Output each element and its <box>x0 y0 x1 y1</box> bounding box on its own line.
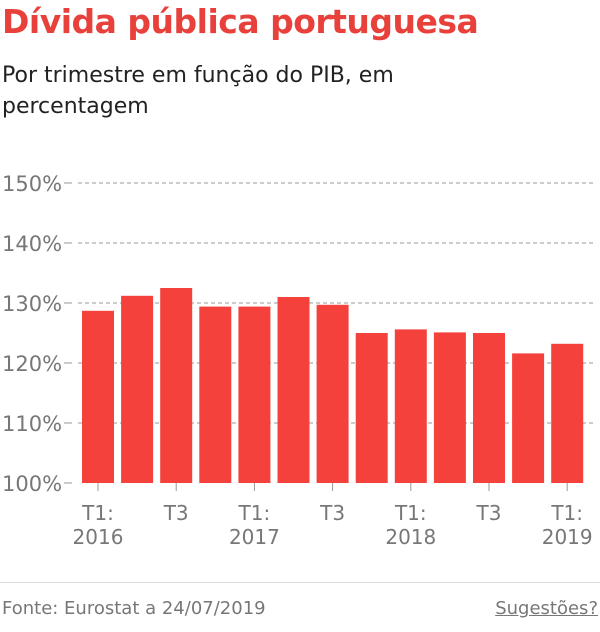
y-axis-tick-labels: 100% 110% 120% 130% 140% 150% <box>2 172 72 496</box>
footer-divider <box>0 582 600 583</box>
chart-subtitle: Por trimestre em função do PIB, em perce… <box>2 63 394 119</box>
source-note: Fonte: Eurostat a 24/07/2019 <box>2 598 266 619</box>
bar <box>160 288 193 483</box>
y-tick-label: 140% <box>2 232 62 256</box>
bars <box>82 288 584 483</box>
x-tick-label: T1: 2018 <box>385 501 436 549</box>
x-tick-label: T3 <box>163 501 189 525</box>
bar <box>199 306 232 483</box>
bar <box>316 304 349 483</box>
x-tick-label: T1: 2017 <box>229 501 280 549</box>
chart-title: Dívida pública portuguesa <box>2 2 479 41</box>
y-tick-label: 130% <box>2 292 62 316</box>
y-tick-label: 150% <box>2 172 62 196</box>
bar <box>394 329 427 483</box>
y-tick-label: 100% <box>2 472 62 496</box>
bar <box>512 353 545 483</box>
bar <box>473 333 505 483</box>
x-tick-label: T1: 2016 <box>73 501 124 549</box>
suggestions-link[interactable]: Sugestões? <box>495 598 598 619</box>
y-tick-label: 120% <box>2 352 62 376</box>
bar <box>355 333 388 483</box>
x-tick-label: T3 <box>319 501 345 525</box>
bar <box>277 297 310 483</box>
y-tick-label: 110% <box>2 412 62 436</box>
bar <box>433 332 466 483</box>
x-tick-label: T1: 2019 <box>542 501 593 549</box>
bar <box>551 343 584 483</box>
x-tick-label: T3 <box>476 501 502 525</box>
bar <box>121 295 154 483</box>
x-axis-tick-labels: T1: 2016 T3 T1: 2017 T3 T1: 2018 T3 T1: 2019 <box>73 483 593 549</box>
bar <box>238 306 271 483</box>
bar <box>82 310 114 483</box>
